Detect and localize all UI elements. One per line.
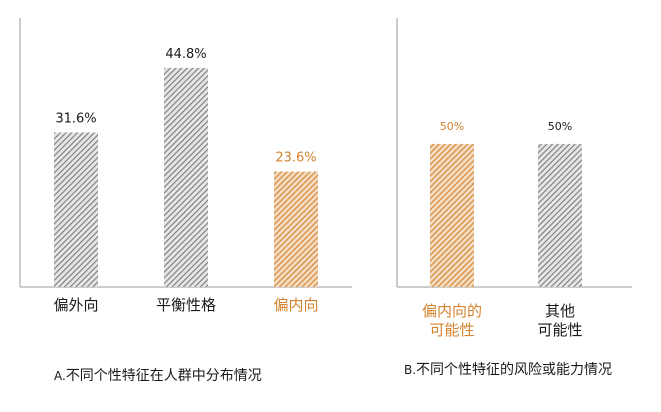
chart-a-bar-0 xyxy=(54,132,98,287)
chart-b-bars: 50% 偏内向的可能性 50% 其他可能性 xyxy=(422,120,583,339)
chart-a-bars: 31.6% 偏外向 44.8% 平衡性格 23.6% 偏内向 xyxy=(53,47,318,314)
chart-a-bar-2 xyxy=(274,171,318,287)
chart-b-value-label-1: 50% xyxy=(548,120,572,133)
chart-a-caption-text: 不同个性特征在人群中分布情况 xyxy=(66,368,262,384)
chart-a-category-label-0: 偏外向 xyxy=(53,296,98,314)
chart-a: 31.6% 偏外向 44.8% 平衡性格 23.6% 偏内向 A.不同个性特征在人群中分布… xyxy=(19,18,352,384)
svg-text:B.不同个性特征的风险或能力情况: B.不同个性特征的风险或能力情况 xyxy=(404,362,612,378)
chart-b: 50% 偏内向的可能性 50% 其他可能性 B.不同个性特征的风险或能力情况 xyxy=(396,18,632,378)
chart-b-category-label-1: 其他可能性 xyxy=(537,302,582,339)
chart-a-value-label-2: 23.6% xyxy=(275,151,316,166)
chart-b-caption-text: 不同个性特征的风险或能力情况 xyxy=(416,362,612,378)
chart-a-category-label-1: 平衡性格 xyxy=(156,296,216,314)
svg-text:A.不同个性特征在人群中分布情况: A.不同个性特征在人群中分布情况 xyxy=(54,368,262,384)
chart-b-caption: B.不同个性特征的风险或能力情况 xyxy=(404,362,612,378)
chart-b-caption-prefix: B. xyxy=(404,363,416,377)
chart-a-caption-prefix: A. xyxy=(54,369,66,383)
chart-b-bar-1 xyxy=(538,143,582,287)
chart-a-value-label-1: 44.8% xyxy=(165,47,206,62)
chart-a-value-label-0: 31.6% xyxy=(55,111,96,126)
chart-b-category-label-0: 偏内向的可能性 xyxy=(422,302,482,339)
chart-a-category-label-2: 偏内向 xyxy=(273,296,318,314)
chart-a-bar-1 xyxy=(164,67,208,288)
chart-b-bar-0 xyxy=(430,143,474,287)
chart-a-caption: A.不同个性特征在人群中分布情况 xyxy=(54,368,262,384)
chart-b-value-label-0: 50% xyxy=(440,120,464,133)
